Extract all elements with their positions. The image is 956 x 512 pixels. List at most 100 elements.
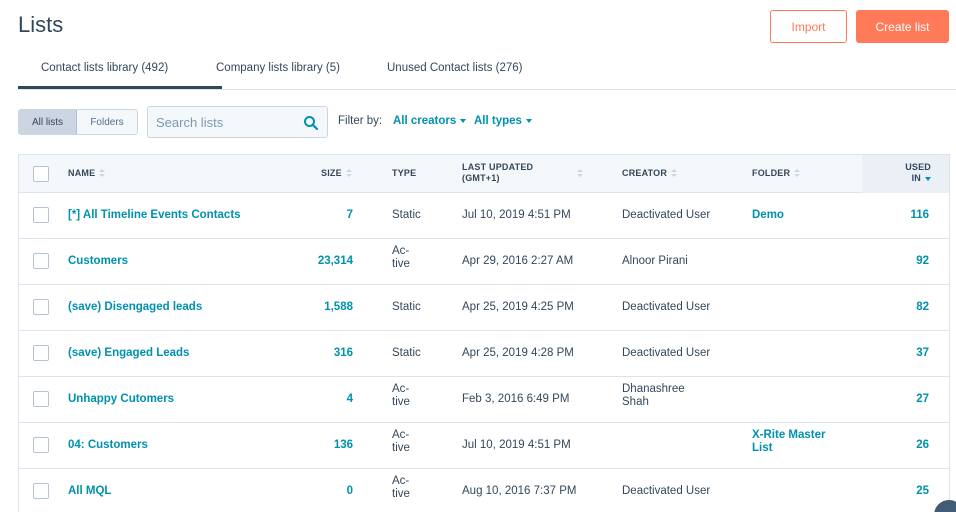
types-filter-label: All types xyxy=(474,115,522,127)
list-size[interactable]: 4 xyxy=(346,393,353,405)
table-row[interactable]: All MQL 0 Ac-tive Aug 10, 2016 7:37 PM Deact… xyxy=(19,469,949,512)
creator-line-1: Alnoor Pirani xyxy=(622,255,688,267)
view-toggle: All lists Folders xyxy=(18,109,138,135)
column-header-creator[interactable]: CREATOR xyxy=(622,168,678,179)
used-in-count[interactable]: 27 xyxy=(916,393,929,405)
list-size[interactable]: 136 xyxy=(333,439,353,451)
search-input[interactable] xyxy=(148,107,298,137)
list-type: Ac-tive xyxy=(392,429,410,455)
create-list-button[interactable]: Create list xyxy=(856,10,949,43)
creator-line-2: Shah xyxy=(622,396,649,408)
used-in-count[interactable]: 82 xyxy=(916,301,929,313)
types-filter-dropdown[interactable]: All types xyxy=(474,115,532,127)
chevron-down-icon xyxy=(525,118,532,123)
sort-descending-icon xyxy=(925,176,931,181)
sort-icon xyxy=(99,169,106,178)
column-header-type: TYPE xyxy=(392,168,417,178)
creator-line-1: Deactivated User xyxy=(622,209,711,221)
row-checkbox[interactable] xyxy=(33,299,49,315)
list-name-link[interactable]: 04: Customers xyxy=(68,439,148,451)
folders-toggle[interactable]: Folders xyxy=(77,110,137,134)
list-type-line-2: tive xyxy=(392,258,410,270)
creator: Deactivated User xyxy=(622,301,710,314)
column-header-last-updated-label: LAST UPDATED xyxy=(462,162,534,172)
row-checkbox[interactable] xyxy=(33,483,49,499)
sort-icon xyxy=(794,169,801,178)
chat-launcher-button[interactable] xyxy=(934,500,956,512)
creator-line-1: Deactivated User xyxy=(622,347,711,359)
tab-unused-contact-lists[interactable]: Unused Contact lists (276) xyxy=(387,62,523,74)
creator: Dhanashree Shah xyxy=(622,383,685,409)
tab-company-lists-library[interactable]: Company lists library (5) xyxy=(216,62,340,74)
row-checkbox[interactable] xyxy=(33,345,49,361)
lists-table: NAME SIZE TYPE LAST UPDATED (GMT+1) CREAT… xyxy=(18,154,950,512)
list-type: Ac-tive xyxy=(392,475,410,501)
column-header-used-in[interactable]: USED IN xyxy=(879,162,931,184)
list-type-line-1: Ac- xyxy=(392,245,410,257)
row-checkbox[interactable] xyxy=(33,437,49,453)
all-lists-toggle[interactable]: All lists xyxy=(19,110,77,134)
row-checkbox[interactable] xyxy=(33,391,49,407)
creator-line-1: Dhanashree xyxy=(622,383,685,395)
folder-link[interactable]: X-Rite Master List xyxy=(752,429,826,455)
list-type: Ac-tive xyxy=(392,245,410,271)
folder-link[interactable]: Demo xyxy=(752,209,784,222)
used-in-count[interactable]: 116 xyxy=(910,209,929,221)
list-type-line-1: Static xyxy=(392,301,421,313)
list-type: Static xyxy=(392,301,421,314)
last-updated: Jul 10, 2019 4:51 PM xyxy=(462,439,571,451)
list-type-line-1: Ac- xyxy=(392,383,410,395)
table-row[interactable]: Unhappy Cutomers 4 Ac-tive Feb 3, 2016 6:49… xyxy=(19,377,949,423)
list-type-line-2: tive xyxy=(392,396,410,408)
used-in-count[interactable]: 37 xyxy=(916,347,929,359)
list-name-link[interactable]: [*] All Timeline Events Contacts xyxy=(68,209,241,221)
list-name-link[interactable]: All MQL xyxy=(68,485,112,497)
list-type-line-1: Ac- xyxy=(392,429,410,441)
row-checkbox[interactable] xyxy=(33,207,49,223)
table-row[interactable]: (save) Disengaged leads 1,588 Static Apr 25… xyxy=(19,285,949,331)
list-name-link[interactable]: Customers xyxy=(68,255,129,267)
table-row[interactable]: 04: Customers 136 Ac-tive Jul 10, 2019 4:51… xyxy=(19,423,949,469)
list-name-link[interactable]: Unhappy Cutomers xyxy=(68,393,175,405)
folder-line-2: List xyxy=(752,442,773,454)
sort-icon xyxy=(671,169,678,178)
list-size[interactable]: 316 xyxy=(333,347,353,359)
column-header-name[interactable]: NAME xyxy=(68,168,106,179)
select-all-checkbox[interactable] xyxy=(33,166,49,182)
list-type: Ac-tive xyxy=(392,383,410,409)
search-icon[interactable] xyxy=(303,115,319,131)
import-button[interactable]: Import xyxy=(770,10,847,43)
sorted-column-highlight xyxy=(862,155,949,193)
table-row[interactable]: [*] All Timeline Events Contacts 7 Static J… xyxy=(19,193,949,239)
used-in-count[interactable]: 92 xyxy=(916,255,929,267)
column-header-used-label: USED xyxy=(905,162,931,172)
used-in-count[interactable]: 26 xyxy=(916,439,929,451)
creator: Alnoor Pirani xyxy=(622,255,688,268)
filter-by-label: Filter by: xyxy=(338,115,383,127)
search-box xyxy=(147,106,328,138)
list-size[interactable]: 7 xyxy=(346,209,353,221)
used-in-count[interactable]: 25 xyxy=(916,485,929,497)
table-row[interactable]: (save) Engaged Leads 316 Static Apr 25, 201… xyxy=(19,331,949,377)
last-updated: Apr 25, 2019 4:28 PM xyxy=(462,347,574,359)
folder-line-1: Demo xyxy=(752,209,784,221)
list-size[interactable]: 1,588 xyxy=(324,301,353,313)
creators-filter-dropdown[interactable]: All creators xyxy=(393,115,467,127)
table-row[interactable]: Customers 23,314 Ac-tive Apr 29, 2016 2:27 … xyxy=(19,239,949,285)
column-header-folder[interactable]: FOLDER xyxy=(752,168,801,179)
folder-line-1: X-Rite Master xyxy=(752,429,826,441)
column-header-in-label: IN xyxy=(911,173,921,183)
tab-contact-lists-library[interactable]: Contact lists library (492) xyxy=(41,62,169,74)
list-type-line-1: Static xyxy=(392,209,421,221)
column-header-last-updated[interactable]: LAST UPDATED (GMT+1) xyxy=(462,162,533,184)
list-type: Static xyxy=(392,347,421,360)
list-size[interactable]: 0 xyxy=(346,485,353,497)
list-size[interactable]: 23,314 xyxy=(317,255,353,267)
list-name-link[interactable]: (save) Disengaged leads xyxy=(68,301,203,313)
row-checkbox[interactable] xyxy=(33,253,49,269)
creator: Deactivated User xyxy=(622,485,710,498)
creator-line-1: Deactivated User xyxy=(622,485,711,497)
column-header-size[interactable]: SIZE xyxy=(321,168,352,179)
list-name-link[interactable]: (save) Engaged Leads xyxy=(68,347,190,359)
column-header-size-label: SIZE xyxy=(321,168,342,178)
